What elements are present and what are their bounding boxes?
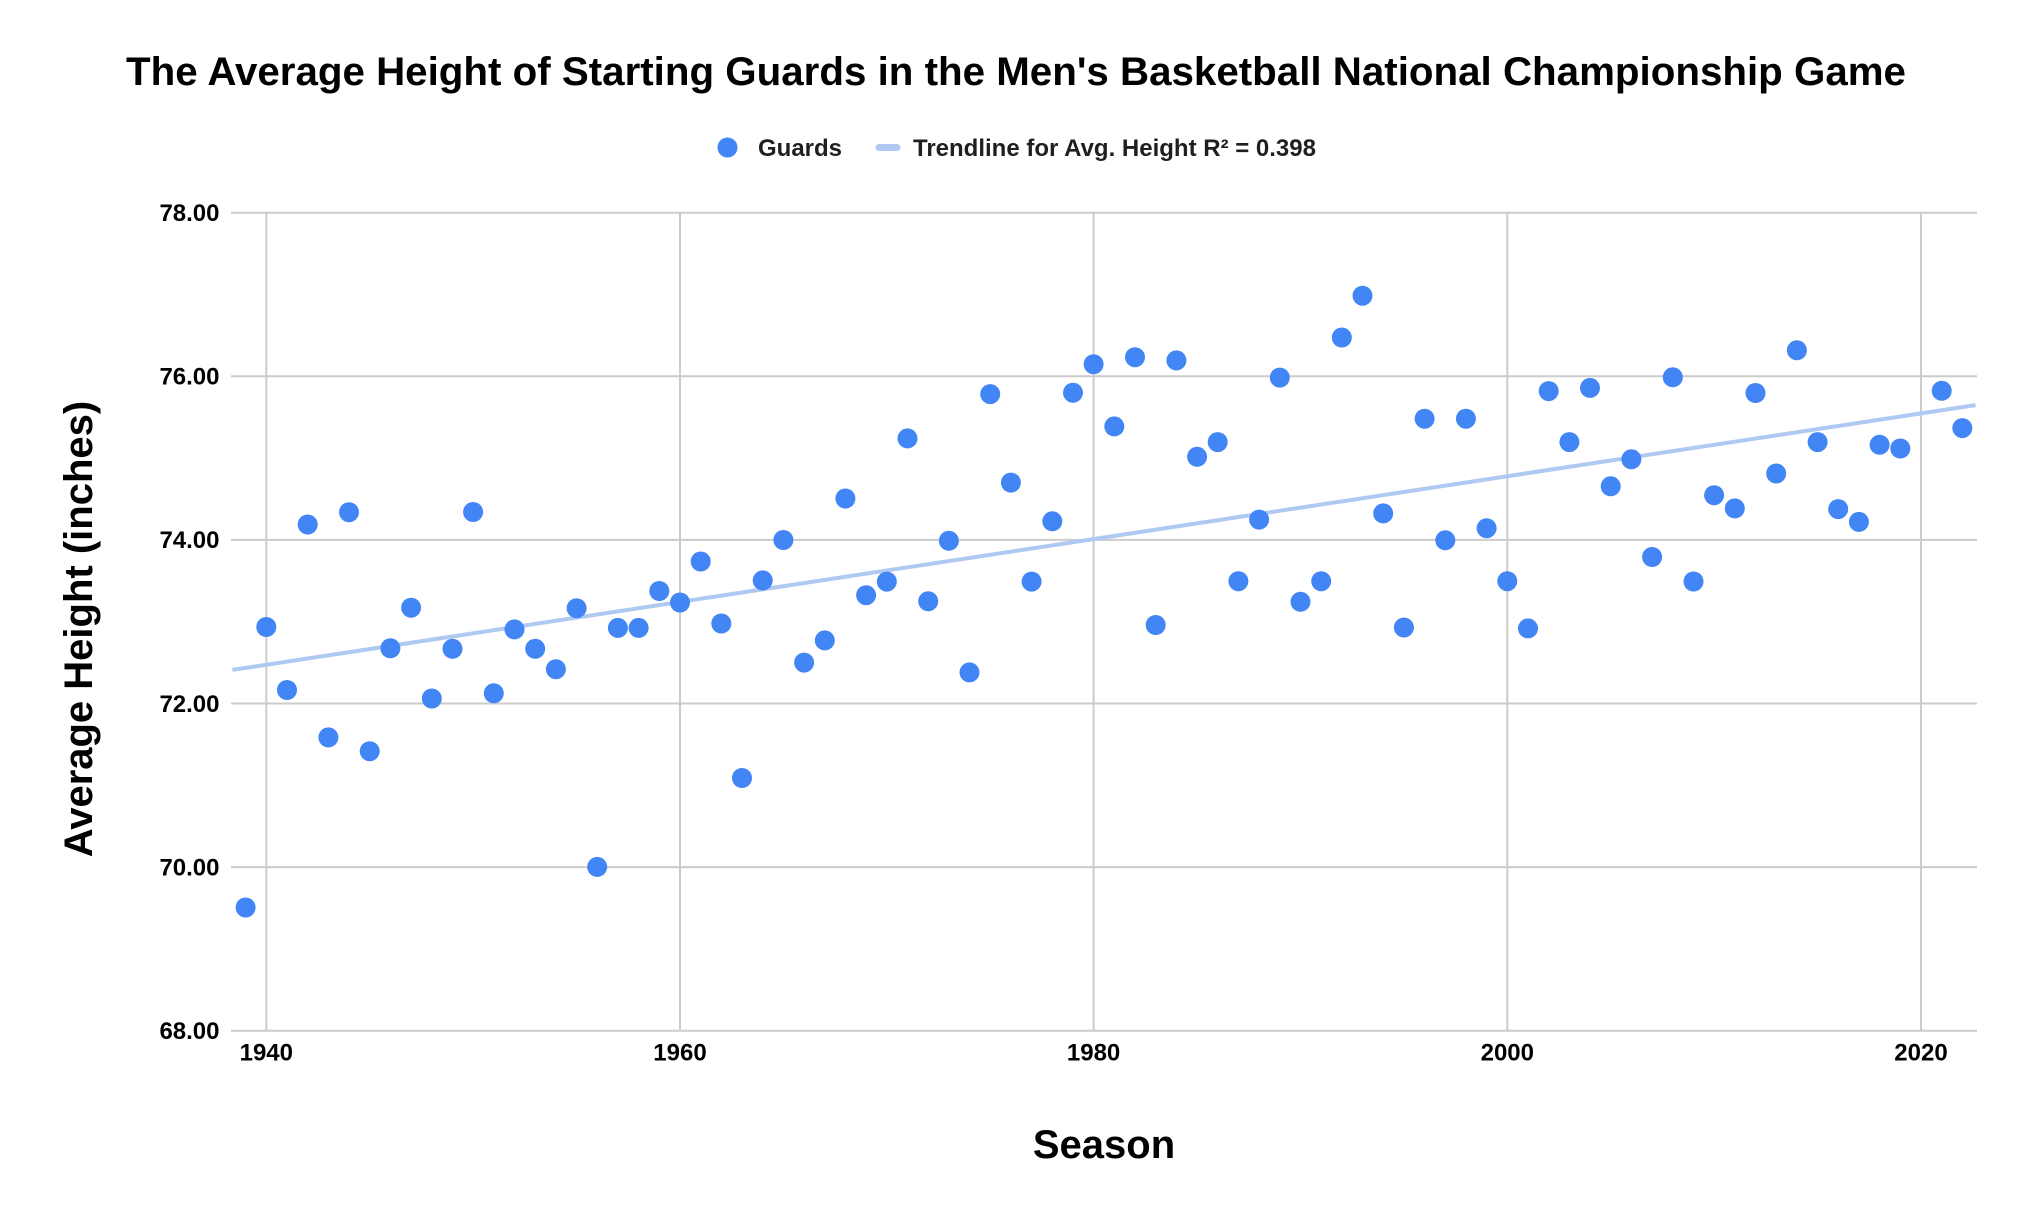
svg-text:Guards: Guards <box>758 135 842 162</box>
svg-text:2000: 2000 <box>1481 1040 1534 1067</box>
svg-text:2020: 2020 <box>1894 1040 1947 1067</box>
svg-text:68.00: 68.00 <box>159 1018 219 1045</box>
svg-text:78.00: 78.00 <box>159 200 219 227</box>
svg-text:Trendline for Avg. Height R² =: Trendline for Avg. Height R² = 0.398 <box>913 135 1316 162</box>
svg-text:70.00: 70.00 <box>159 854 219 881</box>
svg-text:1980: 1980 <box>1067 1040 1120 1067</box>
svg-text:1960: 1960 <box>653 1040 706 1067</box>
svg-text:Season: Season <box>1033 1123 1175 1167</box>
svg-text:74.00: 74.00 <box>159 527 219 554</box>
svg-text:Average Height (inches): Average Height (inches) <box>57 401 101 857</box>
svg-text:1940: 1940 <box>240 1040 293 1067</box>
svg-text:76.00: 76.00 <box>159 364 219 391</box>
svg-text:The Average Height of Starting: The Average Height of Starting Guards in… <box>126 49 1906 94</box>
svg-text:72.00: 72.00 <box>159 691 219 718</box>
